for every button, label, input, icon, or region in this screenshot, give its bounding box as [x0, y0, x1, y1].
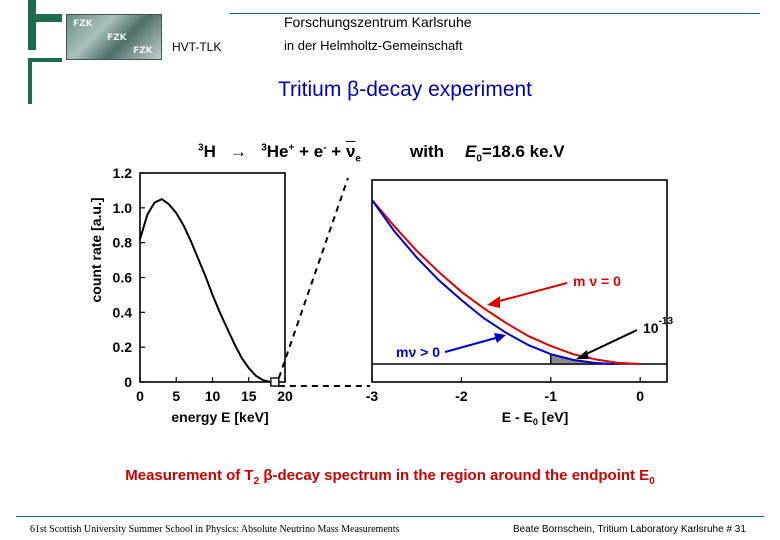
- with-word: with: [410, 142, 444, 161]
- spectrum-ytick-label: 0.8: [113, 235, 133, 251]
- arrow-blue-icon: [444, 333, 506, 353]
- annotation-fraction: 10-13: [643, 316, 673, 336]
- footer-right: Beate Bornschein, Tritium Laboratory Kar…: [513, 524, 746, 535]
- header-deco-vertical: [28, 0, 36, 50]
- unit-label: HVT-TLK: [172, 40, 222, 54]
- footer-left: 61st Scottish University Summer School i…: [30, 524, 400, 535]
- endpoint-xtick-label: -2: [455, 388, 468, 404]
- slide-caption: Measurement of T2 β-decay spectrum in th…: [125, 467, 655, 487]
- spectrum-ytick-label: 1.2: [113, 165, 133, 181]
- header-deco-horizontal: [28, 14, 62, 22]
- endpoint-marker-box: [270, 377, 280, 387]
- spectrum-ylabel: count rate [a.u.]: [88, 197, 104, 302]
- red-curve-mnu-zero: [371, 199, 641, 365]
- header-deco-vertical-2: [28, 58, 32, 104]
- spectrum-xtick-label: 15: [241, 388, 257, 404]
- spectrum-xtick-label: 10: [205, 388, 221, 404]
- endpoint-energy: E0=18.6 ke.V: [465, 142, 565, 165]
- annotation-mnu-zero: m ν = 0: [573, 273, 621, 289]
- arrow-black-icon: [576, 329, 638, 359]
- spectrum-ytick-label: 0.6: [113, 270, 133, 286]
- footer-rule: [16, 516, 764, 517]
- annotation-mnu-positive: mν > 0: [396, 344, 440, 360]
- spectrum-plot-frame: [139, 172, 286, 383]
- endpoint-xtick-label: 0: [636, 388, 644, 404]
- header-rule: [230, 13, 760, 14]
- institute-logo: FZK FZK FZK: [66, 14, 162, 60]
- spectrum-curve: [139, 197, 275, 383]
- spectrum-ytick-label: 0.2: [113, 339, 133, 355]
- spectrum-ytick-label: 0: [124, 374, 132, 390]
- blue-curve-mnu-positive: [371, 199, 614, 365]
- org-line-2: in der Helmholtz-Gemeinschaft: [284, 38, 463, 53]
- header-deco-horizontal-2: [28, 58, 62, 62]
- slide-title: Tritium β-decay experiment: [277, 78, 533, 101]
- spectrum-xtick-label: 0: [136, 388, 144, 404]
- endpoint-xtick-label: -3: [366, 388, 379, 404]
- zoom-line-top: [277, 177, 349, 379]
- spectrum-chart: count rate [a.u.] energy E [keV] 0 0.2 0.4…: [88, 165, 370, 425]
- endpoint-xlabel: E - E0 [eV]: [502, 409, 568, 427]
- arrow-red-icon: [487, 282, 568, 308]
- spectrum-xtick-label: 20: [277, 388, 293, 404]
- spectrum-xtick-label: 5: [172, 388, 180, 404]
- decay-formula: 3H → 3He+ + e- + νe: [198, 142, 361, 165]
- spectrum-ytick-label: 0.4: [113, 304, 133, 320]
- org-line-1: Forschungszentrum Karlsruhe: [284, 14, 472, 30]
- spectrum-ytick-label: 1.0: [113, 200, 133, 216]
- endpoint-plot-frame: [371, 179, 668, 383]
- endpoint-chart: E - E0 [eV] -3 -2 -1 0 m ν = 0 mν > 0 10-13: [366, 179, 673, 427]
- endpoint-xtick-label: -1: [545, 388, 558, 404]
- arrow-icon: →: [230, 142, 248, 161]
- spectrum-xlabel: energy E [keV]: [171, 409, 268, 425]
